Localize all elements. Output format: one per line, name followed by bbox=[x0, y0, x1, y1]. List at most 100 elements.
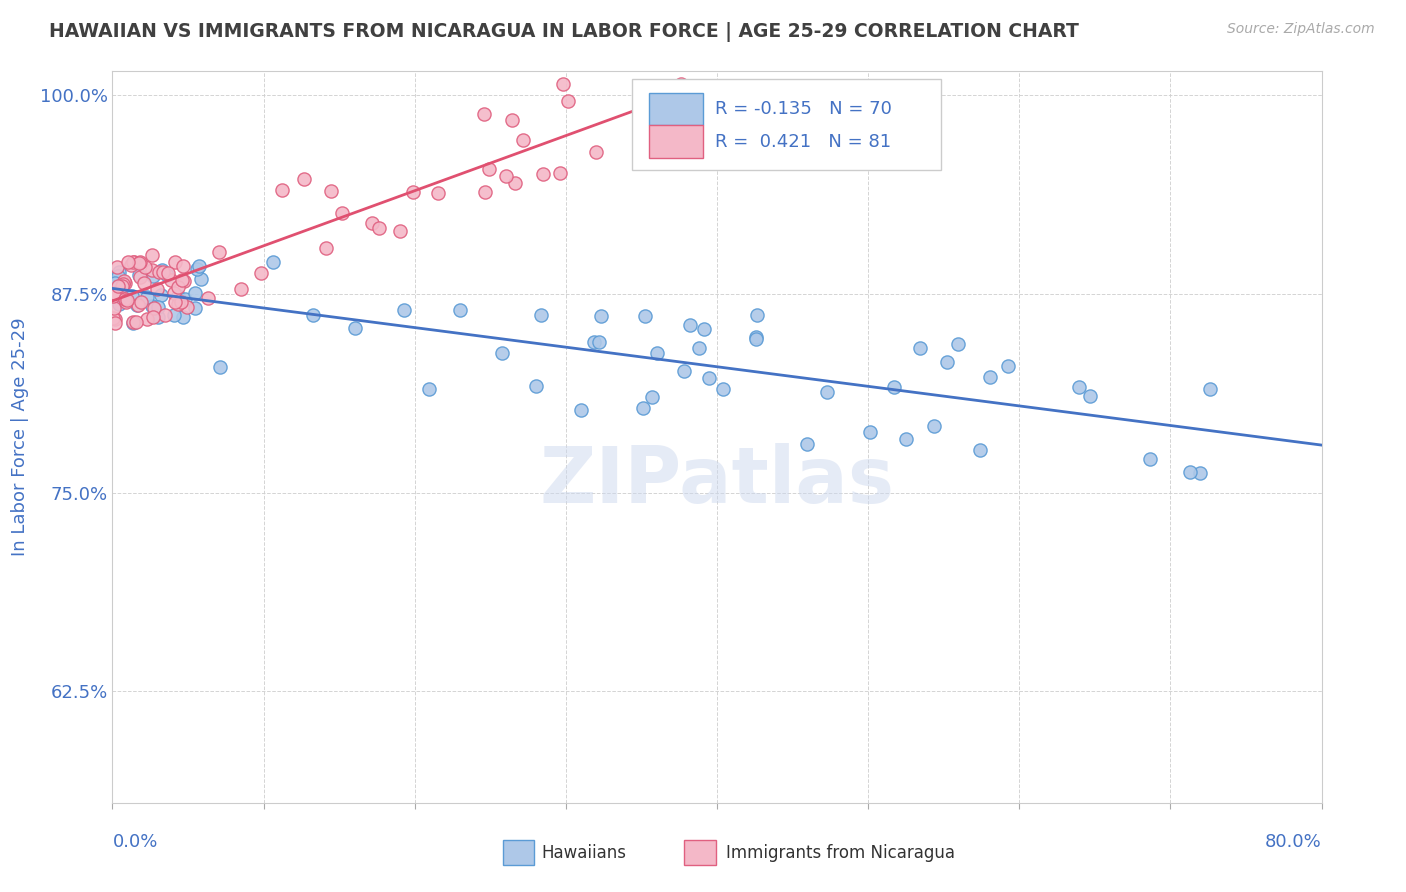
Point bbox=[122, 316, 145, 330]
Y-axis label: In Labor Force | Age 25-29: In Labor Force | Age 25-29 bbox=[10, 318, 28, 557]
Point bbox=[173, 274, 195, 288]
Point bbox=[418, 382, 440, 396]
Point bbox=[922, 419, 945, 434]
Point bbox=[1199, 382, 1222, 396]
Point bbox=[146, 282, 169, 296]
FancyBboxPatch shape bbox=[650, 93, 703, 125]
Point bbox=[262, 255, 284, 269]
Point bbox=[163, 308, 186, 322]
Point bbox=[474, 185, 496, 199]
Point bbox=[114, 276, 136, 290]
Point bbox=[472, 107, 495, 121]
Point bbox=[569, 402, 592, 417]
Point bbox=[165, 295, 187, 310]
Point bbox=[669, 77, 692, 91]
Point bbox=[142, 269, 165, 284]
Point bbox=[796, 437, 818, 451]
Point bbox=[208, 359, 231, 374]
FancyBboxPatch shape bbox=[650, 126, 703, 158]
Point bbox=[392, 303, 415, 318]
Point bbox=[1139, 452, 1161, 467]
Point bbox=[132, 276, 155, 290]
Point bbox=[125, 298, 148, 312]
Point bbox=[1178, 465, 1201, 479]
Point bbox=[645, 346, 668, 360]
Point bbox=[167, 289, 190, 303]
Point bbox=[104, 312, 127, 326]
Point bbox=[662, 112, 685, 127]
Point bbox=[152, 265, 174, 279]
Point bbox=[143, 301, 166, 315]
Point bbox=[388, 224, 411, 238]
Point bbox=[197, 291, 219, 305]
Point bbox=[583, 335, 606, 350]
Point bbox=[744, 332, 766, 346]
Point bbox=[270, 183, 292, 197]
Point bbox=[103, 288, 125, 302]
Point bbox=[141, 262, 163, 277]
Point bbox=[449, 302, 471, 317]
Point bbox=[478, 161, 501, 176]
Point bbox=[104, 316, 127, 330]
Point bbox=[101, 311, 124, 326]
Point bbox=[693, 322, 716, 336]
Point bbox=[110, 279, 132, 293]
Point bbox=[122, 315, 145, 329]
Point bbox=[631, 401, 654, 416]
Text: R =  0.421   N = 81: R = 0.421 N = 81 bbox=[714, 133, 891, 151]
Point bbox=[120, 258, 142, 272]
Point bbox=[321, 184, 343, 198]
Text: ZIPatlas: ZIPatlas bbox=[540, 443, 894, 519]
Point bbox=[745, 330, 768, 344]
Point bbox=[165, 255, 187, 269]
Point bbox=[162, 285, 184, 300]
Point bbox=[104, 276, 127, 290]
Point bbox=[141, 248, 163, 262]
Point bbox=[146, 310, 169, 324]
Point bbox=[688, 341, 710, 355]
Point bbox=[997, 359, 1019, 374]
Point bbox=[641, 390, 664, 404]
Point bbox=[127, 298, 149, 312]
Point bbox=[697, 371, 720, 385]
Point bbox=[156, 268, 179, 282]
Point bbox=[128, 256, 150, 270]
Text: HAWAIIAN VS IMMIGRANTS FROM NICARAGUA IN LABOR FORCE | AGE 25-29 CORRELATION CHA: HAWAIIAN VS IMMIGRANTS FROM NICARAGUA IN… bbox=[49, 22, 1078, 42]
Point bbox=[167, 296, 190, 310]
Point bbox=[711, 382, 734, 396]
Point bbox=[979, 370, 1001, 384]
Point bbox=[172, 259, 194, 273]
Point bbox=[159, 272, 181, 286]
FancyBboxPatch shape bbox=[503, 840, 534, 865]
Point bbox=[136, 311, 159, 326]
Point bbox=[148, 265, 170, 279]
Point bbox=[190, 271, 212, 285]
Point bbox=[1189, 467, 1212, 481]
Point bbox=[134, 260, 156, 274]
Point bbox=[121, 289, 143, 303]
Point bbox=[208, 244, 231, 259]
Point bbox=[588, 334, 610, 349]
Text: 0.0%: 0.0% bbox=[112, 833, 157, 851]
Point bbox=[634, 309, 657, 323]
Point bbox=[548, 166, 571, 180]
Text: 80.0%: 80.0% bbox=[1265, 833, 1322, 851]
Point bbox=[108, 297, 131, 311]
Point bbox=[815, 384, 838, 399]
Point bbox=[107, 269, 129, 284]
Point bbox=[344, 320, 367, 334]
Point bbox=[103, 301, 125, 316]
Point bbox=[495, 169, 517, 184]
Point bbox=[250, 266, 273, 280]
Point bbox=[637, 56, 659, 70]
Point bbox=[150, 288, 173, 302]
Point bbox=[141, 299, 163, 313]
Point bbox=[153, 309, 176, 323]
Point bbox=[557, 95, 579, 109]
Point bbox=[501, 113, 523, 128]
Point bbox=[129, 295, 152, 310]
Point bbox=[107, 278, 129, 293]
Point bbox=[117, 255, 139, 269]
Point bbox=[505, 176, 527, 190]
Point bbox=[176, 300, 198, 314]
